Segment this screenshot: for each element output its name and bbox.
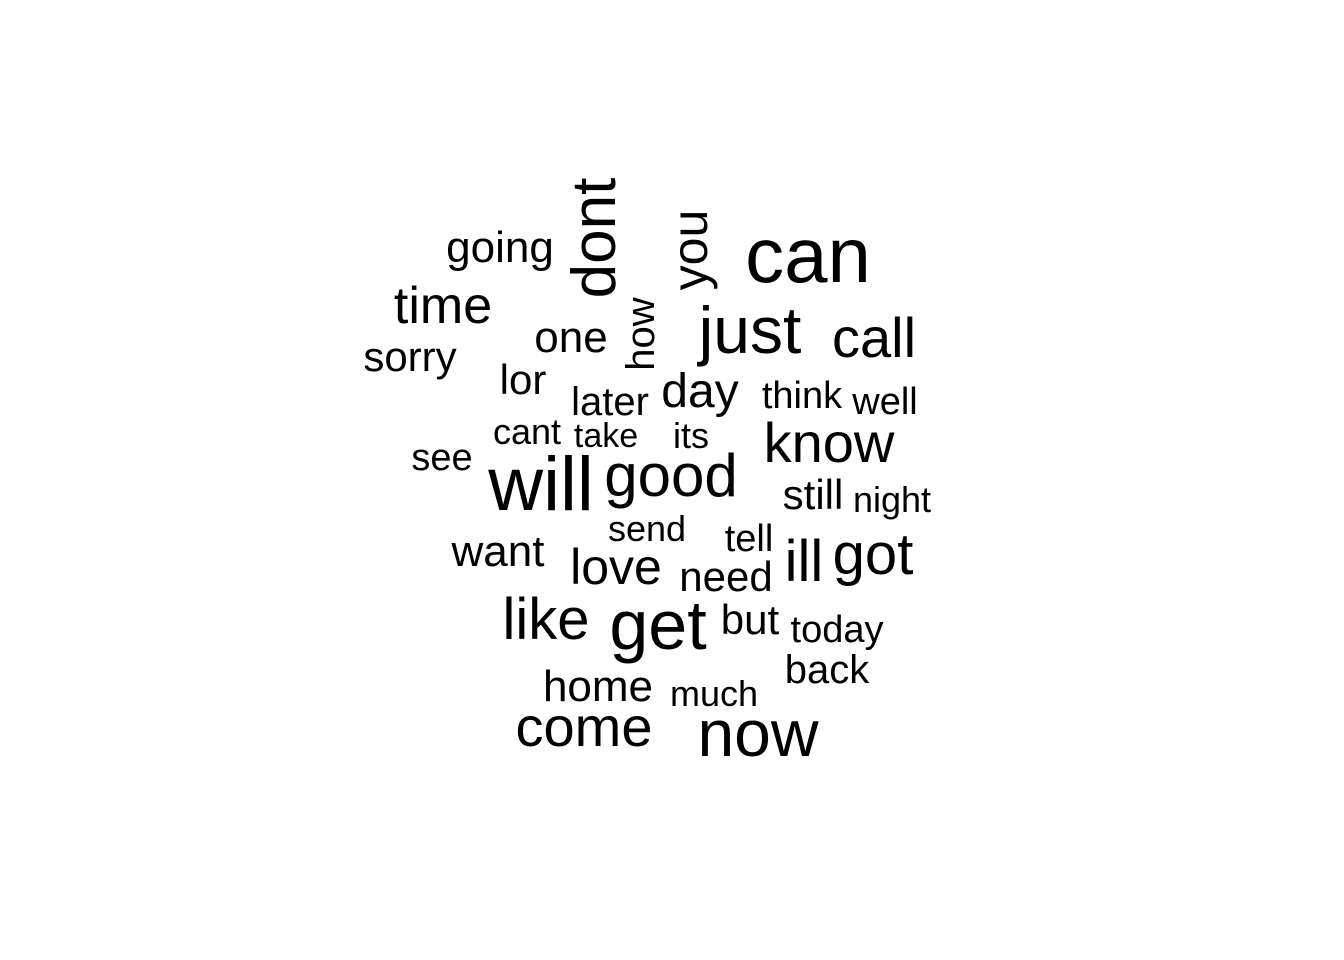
word-ill: ill <box>784 529 824 594</box>
word-day: day <box>661 365 739 418</box>
word-how: how <box>619 297 663 371</box>
word-much: much <box>669 673 759 714</box>
word-back: back <box>784 648 870 692</box>
word-got: got <box>832 522 914 587</box>
word-now: now <box>697 696 819 770</box>
word-cant: cant <box>492 411 562 452</box>
word-home: home <box>542 662 654 711</box>
word-one: one <box>534 313 608 362</box>
word-just: just <box>698 293 802 367</box>
word-going: going <box>446 223 554 272</box>
word-dont: dont <box>560 177 629 299</box>
word-sorry: sorry <box>363 333 457 380</box>
word-want: want <box>451 527 545 576</box>
word-like: like <box>502 587 590 652</box>
word-can: can <box>745 211 871 299</box>
word-still: still <box>782 471 844 518</box>
word-think: think <box>761 375 843 417</box>
word-need: need <box>679 553 773 600</box>
word-know: know <box>763 411 895 474</box>
word-lor: lor <box>499 356 547 403</box>
word-but: but <box>720 596 780 643</box>
word-tell: tell <box>724 518 774 560</box>
word-call: call <box>831 306 917 369</box>
word-see: see <box>411 437 473 479</box>
word-love: love <box>570 539 662 595</box>
word-later: later <box>571 380 649 424</box>
word-today: today <box>790 609 884 651</box>
word-get: get <box>609 586 707 664</box>
word-well: well <box>852 381 918 423</box>
word-you: you <box>662 209 718 291</box>
word-come: come <box>515 695 653 758</box>
word-time: time <box>393 277 493 335</box>
word-good: good <box>604 442 738 509</box>
word-send: send <box>607 508 687 549</box>
word-will: will <box>488 442 594 527</box>
word-its: its <box>673 415 709 456</box>
word-take: take <box>573 417 639 455</box>
word-night: night <box>852 479 932 520</box>
